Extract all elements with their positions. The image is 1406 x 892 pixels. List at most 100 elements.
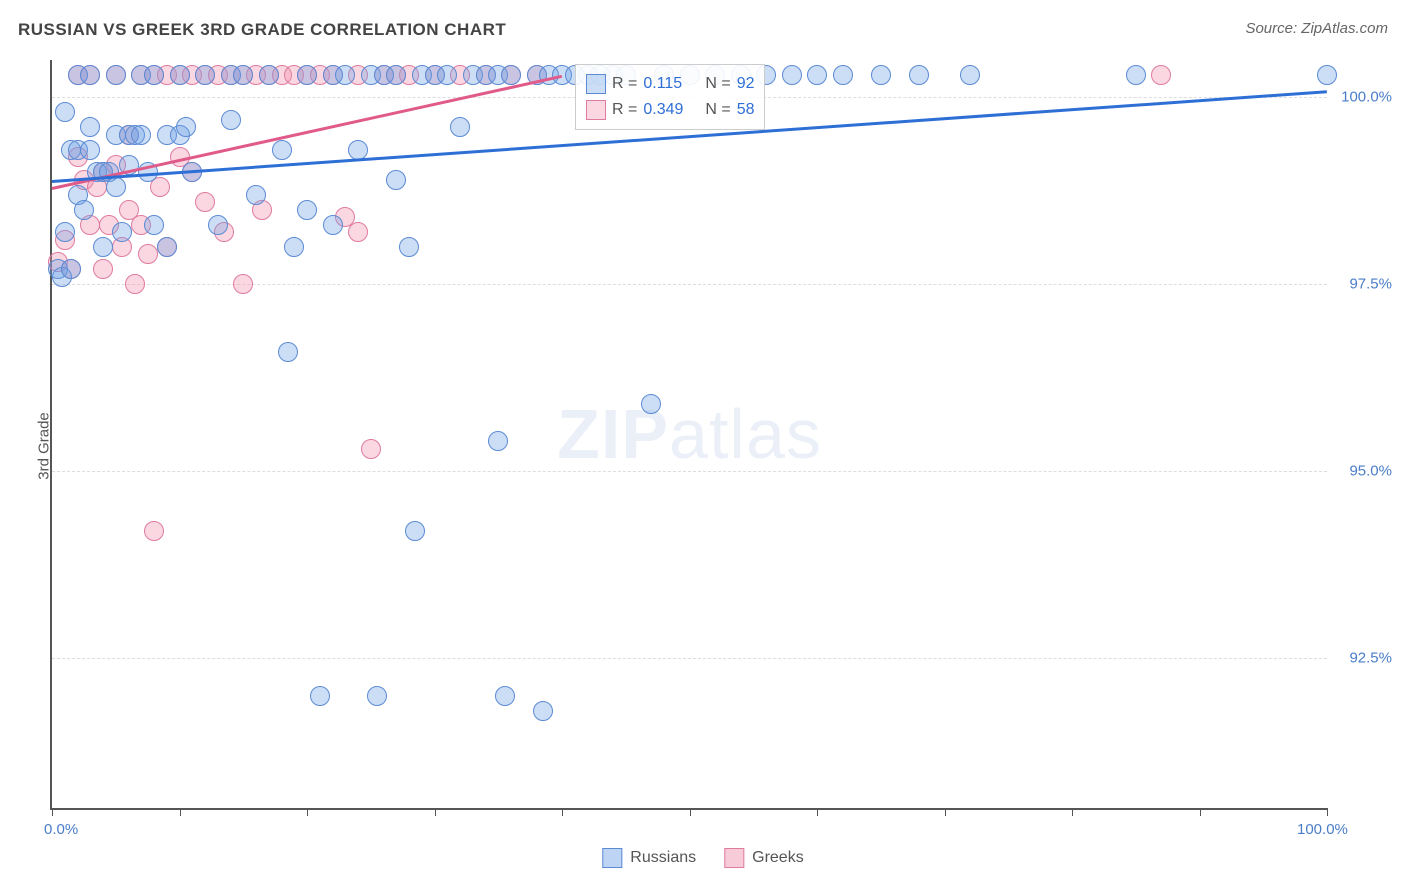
legend-swatch — [724, 848, 744, 868]
watermark: ZIPatlas — [557, 394, 822, 474]
x-tick — [1072, 808, 1073, 816]
data-point — [170, 65, 190, 85]
legend-label: Greeks — [752, 849, 804, 867]
data-point — [144, 65, 164, 85]
legend-swatch — [602, 848, 622, 868]
data-point — [405, 521, 425, 541]
data-point — [221, 110, 241, 130]
data-point — [297, 65, 317, 85]
x-tick — [945, 808, 946, 816]
data-point — [335, 65, 355, 85]
data-point — [93, 237, 113, 257]
data-point — [807, 65, 827, 85]
data-point — [106, 177, 126, 197]
legend-swatch — [586, 74, 606, 94]
legend-row: R = 0.349 N = 58 — [586, 97, 754, 123]
data-point — [55, 222, 75, 242]
data-point — [495, 686, 515, 706]
data-point — [246, 185, 266, 205]
chart-container: RUSSIAN VS GREEK 3RD GRADE CORRELATION C… — [0, 0, 1406, 892]
legend-r-label: R = — [612, 101, 637, 119]
y-tick-label: 100.0% — [1341, 89, 1392, 106]
chart-title: RUSSIAN VS GREEK 3RD GRADE CORRELATION C… — [18, 20, 506, 40]
data-point — [195, 192, 215, 212]
legend-item: Greeks — [724, 848, 804, 868]
data-point — [348, 140, 368, 160]
x-tick — [52, 808, 53, 816]
data-point — [386, 65, 406, 85]
legend-item: Russians — [602, 848, 696, 868]
data-point — [1151, 65, 1171, 85]
legend-n-value: 92 — [737, 75, 755, 93]
data-point — [233, 274, 253, 294]
data-point — [361, 439, 381, 459]
source-attribution: Source: ZipAtlas.com — [1245, 20, 1388, 37]
x-tick — [562, 808, 563, 816]
data-point — [233, 65, 253, 85]
x-tick-label: 0.0% — [44, 821, 78, 838]
x-tick — [690, 808, 691, 816]
data-point — [782, 65, 802, 85]
data-point — [80, 140, 100, 160]
data-point — [323, 215, 343, 235]
data-point — [80, 117, 100, 137]
data-point — [501, 65, 521, 85]
x-tick — [1327, 808, 1328, 816]
data-point — [144, 215, 164, 235]
data-point — [1317, 65, 1337, 85]
legend-swatch — [586, 100, 606, 120]
x-tick — [817, 808, 818, 816]
legend-label: Russians — [630, 849, 696, 867]
data-point — [131, 125, 151, 145]
data-point — [297, 200, 317, 220]
gridline — [52, 658, 1327, 659]
data-point — [93, 259, 113, 279]
data-point — [488, 431, 508, 451]
data-point — [1126, 65, 1146, 85]
data-point — [437, 65, 457, 85]
correlation-legend: R =0.115N =92R =0.349N =58 — [575, 64, 765, 130]
data-point — [80, 65, 100, 85]
data-point — [399, 237, 419, 257]
data-point — [55, 102, 75, 122]
x-tick — [1200, 808, 1201, 816]
data-point — [157, 237, 177, 257]
data-point — [106, 65, 126, 85]
data-point — [960, 65, 980, 85]
data-point — [259, 65, 279, 85]
legend-n-label: N = — [705, 75, 730, 93]
data-point — [871, 65, 891, 85]
data-point — [641, 394, 661, 414]
watermark-light: atlas — [669, 395, 822, 473]
legend-n-label: N = — [705, 101, 730, 119]
legend-r-label: R = — [612, 75, 637, 93]
data-point — [833, 65, 853, 85]
series-legend: Russians Greeks — [602, 848, 803, 868]
data-point — [61, 259, 81, 279]
data-point — [208, 215, 228, 235]
x-tick — [180, 808, 181, 816]
data-point — [272, 140, 292, 160]
data-point — [195, 65, 215, 85]
gridline — [52, 471, 1327, 472]
y-tick-label: 95.0% — [1349, 463, 1392, 480]
legend-row: R =0.115N =92 — [586, 71, 754, 97]
data-point — [144, 521, 164, 541]
x-tick — [307, 808, 308, 816]
data-point — [125, 274, 145, 294]
data-point — [450, 117, 470, 137]
x-tick-label: 100.0% — [1297, 821, 1348, 838]
y-tick-label: 97.5% — [1349, 276, 1392, 293]
data-point — [138, 244, 158, 264]
data-point — [386, 170, 406, 190]
legend-r-value: 0.349 — [643, 101, 699, 119]
x-tick — [435, 808, 436, 816]
y-tick-label: 92.5% — [1349, 650, 1392, 667]
legend-n-value: 58 — [737, 101, 755, 119]
data-point — [176, 117, 196, 137]
data-point — [310, 686, 330, 706]
data-point — [367, 686, 387, 706]
data-point — [909, 65, 929, 85]
data-point — [284, 237, 304, 257]
data-point — [74, 200, 94, 220]
